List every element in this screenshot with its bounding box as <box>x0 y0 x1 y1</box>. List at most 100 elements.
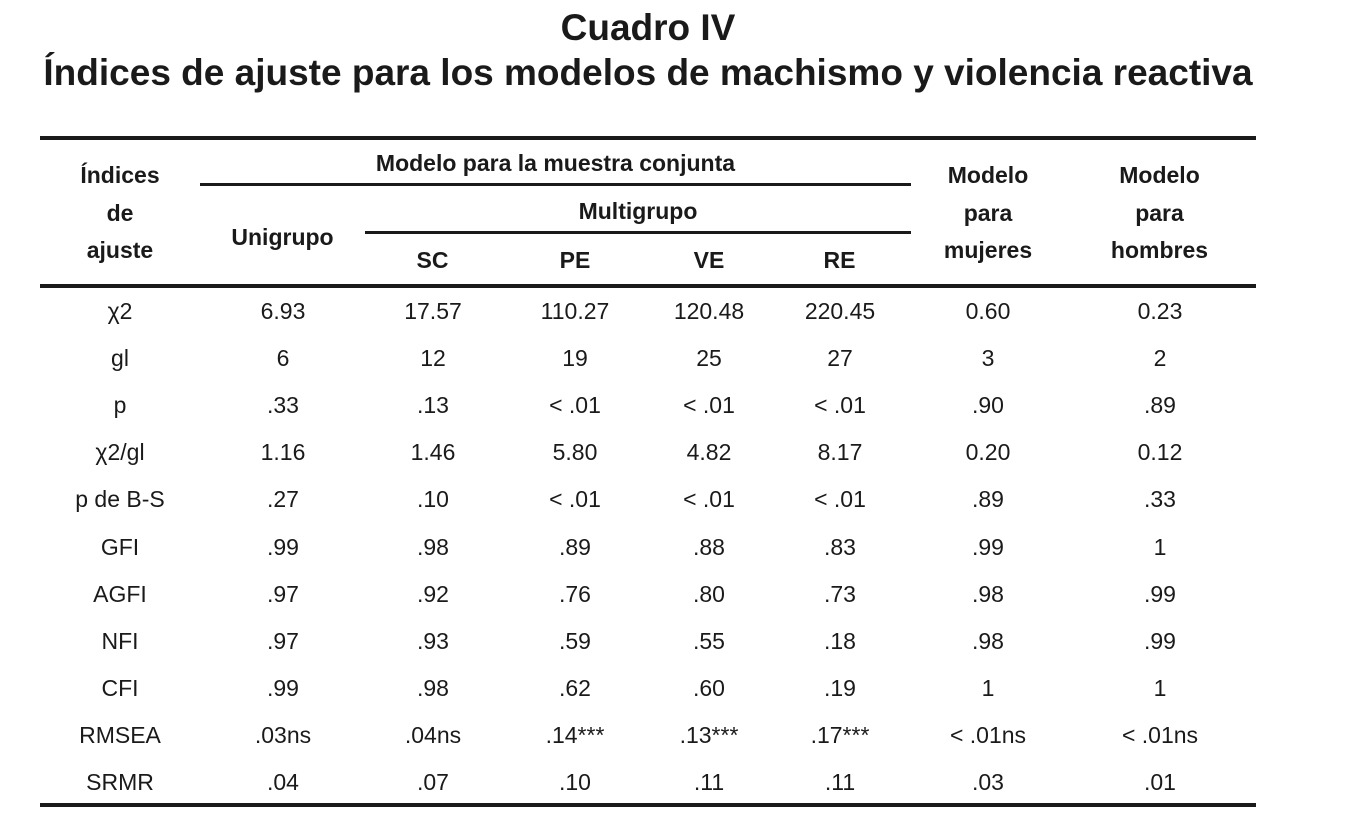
header-multigrupo: Multigrupo <box>578 198 698 224</box>
table-cell: 0.60 <box>965 298 1011 324</box>
table-cell: .10 <box>417 486 449 512</box>
table-cell: .13*** <box>679 722 739 748</box>
table-cell: .04ns <box>404 722 462 748</box>
table-caption: Cuadro IV <box>560 7 736 48</box>
table-cell: 3 <box>981 345 995 371</box>
table-cell: .10 <box>559 769 591 795</box>
table-cell: .11 <box>693 769 725 795</box>
row-label: χ2 <box>107 298 133 324</box>
table-cell: 2 <box>1153 345 1167 371</box>
table-cell: 1 <box>1153 534 1167 560</box>
table-cell: .13 <box>417 392 449 418</box>
table-cell: .07 <box>417 769 449 795</box>
muestra-conjunta-rule <box>200 183 911 186</box>
table-cell: .97 <box>267 581 299 607</box>
table-cell: 27 <box>827 345 853 371</box>
table-cell: 5.80 <box>552 439 598 465</box>
table-cell: .76 <box>559 581 591 607</box>
row-label: NFI <box>101 628 139 654</box>
table-cell: .33 <box>267 392 299 418</box>
header-pe: PE <box>559 247 591 273</box>
table-cell: 1.46 <box>410 439 456 465</box>
table-cell: 4.82 <box>686 439 732 465</box>
header-hombres-line-1: Modelo <box>1119 162 1200 188</box>
table-cell: .98 <box>417 675 449 701</box>
table-cell: .01 <box>1144 769 1176 795</box>
top-rule <box>40 136 1256 140</box>
table-cell: .99 <box>1144 581 1176 607</box>
header-indices-line-2: de <box>106 200 134 226</box>
table-cell: < .01 <box>549 486 601 512</box>
row-label: RMSEA <box>79 722 161 748</box>
table-cell: .83 <box>824 534 856 560</box>
header-muestra-conjunta: Modelo para la muestra conjunta <box>375 150 736 176</box>
header-indices-line-3: ajuste <box>86 237 154 263</box>
table-cell: .14*** <box>545 722 605 748</box>
table-cell: .89 <box>1144 392 1176 418</box>
table-cell: .55 <box>693 628 725 654</box>
header-hombres-line-2: para <box>1135 200 1184 226</box>
row-label: CFI <box>101 675 139 701</box>
row-label: SRMR <box>86 769 154 795</box>
table-cell: < .01 <box>814 486 866 512</box>
table-cell: .93 <box>417 628 449 654</box>
table-cell: .90 <box>972 392 1004 418</box>
table-cell: 220.45 <box>804 298 876 324</box>
table-cell: 6 <box>276 345 290 371</box>
row-label: p de B-S <box>75 486 165 512</box>
table-cell: .98 <box>417 534 449 560</box>
table-cell: 8.17 <box>817 439 863 465</box>
table-cell: 1.16 <box>260 439 306 465</box>
table-cell: 0.20 <box>965 439 1011 465</box>
table-cell: < .01 <box>683 486 735 512</box>
table-cell: 1 <box>981 675 995 701</box>
table-cell: .62 <box>559 675 591 701</box>
table-cell: .97 <box>267 628 299 654</box>
table-cell: < .01 <box>683 392 735 418</box>
table-cell: .98 <box>972 581 1004 607</box>
bottom-rule <box>40 803 1256 807</box>
header-mujeres-line-3: mujeres <box>943 237 1033 263</box>
table-cell: < .01 <box>814 392 866 418</box>
table-cell: 120.48 <box>673 298 745 324</box>
table-cell: .11 <box>824 769 856 795</box>
header-indices-line-1: Índices <box>80 162 160 188</box>
header-re: RE <box>823 247 856 273</box>
header-hombres-line-3: hombres <box>1110 237 1209 263</box>
table-cell: 25 <box>696 345 722 371</box>
table-cell: .03 <box>972 769 1004 795</box>
table-cell: < .01 <box>549 392 601 418</box>
table-cell: .27 <box>267 486 299 512</box>
header-bottom-rule <box>40 284 1256 288</box>
table-cell: .99 <box>972 534 1004 560</box>
table-cell: .17*** <box>810 722 870 748</box>
header-ve: VE <box>693 247 725 273</box>
table-cell: .89 <box>972 486 1004 512</box>
table-cell: 0.12 <box>1137 439 1183 465</box>
table-cell: 12 <box>420 345 446 371</box>
table-cell: .99 <box>267 675 299 701</box>
header-unigrupo: Unigrupo <box>231 224 334 250</box>
row-label: AGFI <box>93 581 147 607</box>
table-cell: .92 <box>417 581 449 607</box>
table-cell: .19 <box>824 675 856 701</box>
row-label: χ2/gl <box>95 439 145 465</box>
table-cell: 6.93 <box>260 298 306 324</box>
table-cell: 17.57 <box>404 298 462 324</box>
table-cell: .89 <box>559 534 591 560</box>
table-cell: .80 <box>693 581 725 607</box>
table-title: Índices de ajuste para los modelos de ma… <box>43 52 1253 93</box>
table-cell: 0.23 <box>1137 298 1183 324</box>
table-cell: .03ns <box>254 722 312 748</box>
table-cell: .98 <box>972 628 1004 654</box>
table-cell: .99 <box>267 534 299 560</box>
table-cell: .73 <box>824 581 856 607</box>
header-sc: SC <box>416 247 449 273</box>
table-cell: 110.27 <box>540 298 610 324</box>
table-cell: 1 <box>1153 675 1167 701</box>
row-label: gl <box>111 345 129 371</box>
row-label: p <box>113 392 127 418</box>
table-cell: .99 <box>1144 628 1176 654</box>
table-cell: < .01ns <box>1121 722 1199 748</box>
header-mujeres-line-2: para <box>963 200 1013 226</box>
